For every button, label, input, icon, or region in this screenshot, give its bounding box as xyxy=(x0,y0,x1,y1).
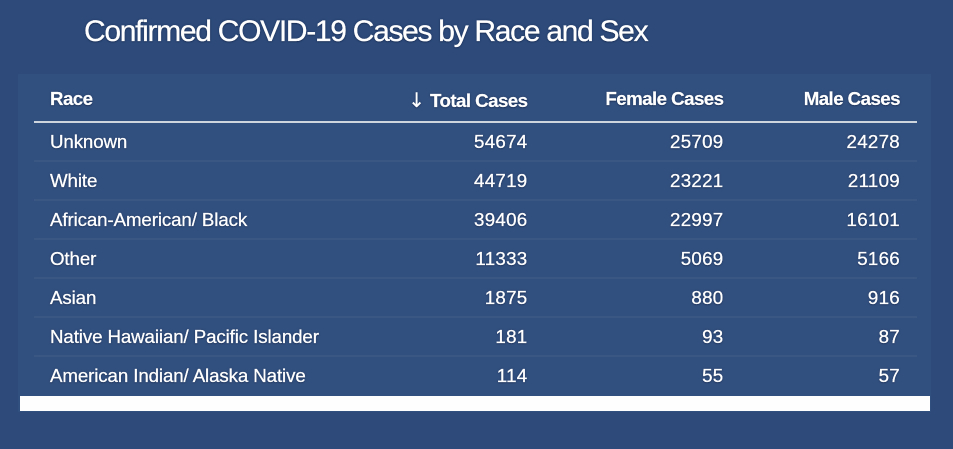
table-row: White 44719 23221 21109 xyxy=(34,162,917,201)
male-cases-cell: 916 xyxy=(867,286,900,308)
total-cases-cell: 44719 xyxy=(474,169,528,191)
male-cases-cell: 24278 xyxy=(846,130,900,152)
table-row: Unknown 54674 25709 24278 xyxy=(34,123,917,162)
cases-table-panel: Race ↓ Total Cases Female Cases Male Case… xyxy=(18,74,931,412)
race-cell: Unknown xyxy=(50,130,128,152)
male-cases-cell: 57 xyxy=(878,364,900,386)
female-cases-cell: 55 xyxy=(702,364,724,386)
total-cases-cell: 54674 xyxy=(474,130,528,152)
race-cell: Other xyxy=(50,247,97,269)
female-cases-cell: 22997 xyxy=(670,208,724,230)
sort-descending-icon: ↓ xyxy=(408,88,426,113)
male-cases-cell: 87 xyxy=(878,325,900,347)
table-body: Unknown 54674 25709 24278 White 44719 23… xyxy=(34,123,917,396)
male-cases-cell: 16101 xyxy=(846,208,900,230)
total-cases-cell: 1875 xyxy=(484,286,528,308)
table-row: Asian 1875 880 916 xyxy=(34,279,917,318)
female-cases-cell: 880 xyxy=(691,286,724,308)
table-row: Other 11333 5069 5166 xyxy=(34,240,917,279)
male-cases-cell: 5166 xyxy=(857,247,900,269)
total-cases-cell: 114 xyxy=(496,364,528,386)
page-title: Confirmed COVID-19 Cases by Race and Sex xyxy=(84,14,649,48)
female-cases-cell: 25709 xyxy=(670,130,724,152)
female-cases-cell: 5069 xyxy=(680,247,724,269)
race-cell: African-American/ Black xyxy=(50,208,248,230)
table-header-row: Race ↓ Total Cases Female Cases Male Case… xyxy=(34,74,917,123)
horizontal-scrollbar[interactable] xyxy=(19,396,930,411)
total-cases-cell: 11333 xyxy=(475,247,528,269)
male-cases-cell: 21109 xyxy=(847,169,900,191)
column-header-total-cases-label: Total Cases xyxy=(430,90,528,112)
total-cases-cell: 181 xyxy=(495,325,528,347)
race-cell: White xyxy=(50,169,98,191)
cases-table: Race ↓ Total Cases Female Cases Male Case… xyxy=(34,74,917,396)
female-cases-cell: 23221 xyxy=(670,169,724,191)
column-header-female-cases[interactable]: Female Cases xyxy=(605,88,724,110)
column-header-total-cases[interactable]: ↓ Total Cases xyxy=(408,88,528,113)
column-header-race[interactable]: Race xyxy=(50,88,93,110)
table-row: Native Hawaiian/ Pacific Islander 181 93… xyxy=(34,318,917,357)
total-cases-cell: 39406 xyxy=(474,208,528,230)
race-cell: American Indian/ Alaska Native xyxy=(50,364,306,386)
race-cell: Asian xyxy=(50,286,97,308)
table-row: African-American/ Black 39406 22997 1610… xyxy=(34,201,917,240)
race-cell: Native Hawaiian/ Pacific Islander xyxy=(50,325,319,347)
female-cases-cell: 93 xyxy=(702,325,724,347)
table-row: American Indian/ Alaska Native 114 55 57 xyxy=(34,357,917,396)
column-header-male-cases[interactable]: Male Cases xyxy=(803,88,901,110)
